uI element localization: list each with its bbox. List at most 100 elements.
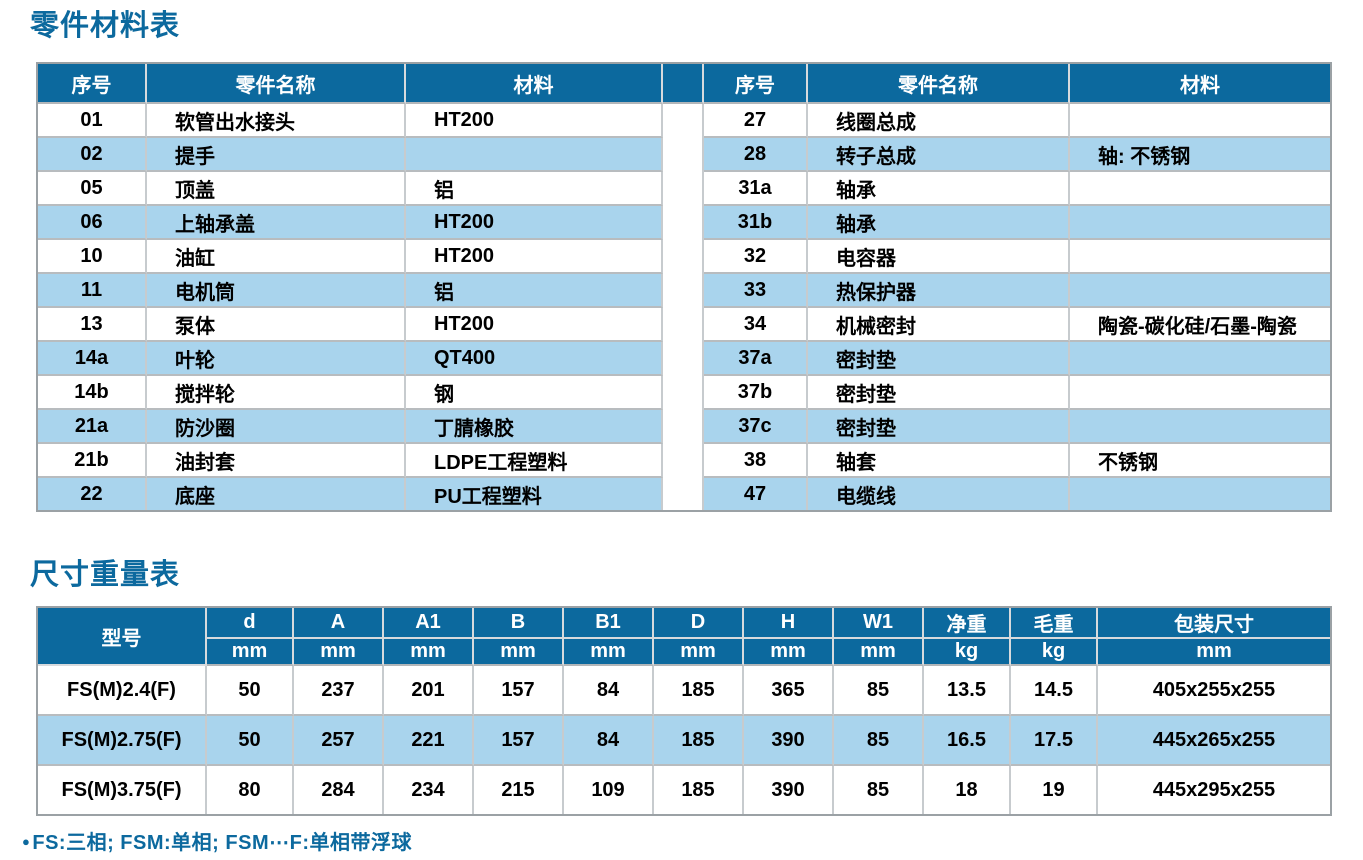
part-name-header: 零件名称 [808,64,1070,104]
part-no-cell: 27 [704,104,808,138]
unit-header: mm [207,639,294,666]
part-material-cell: 铝 [406,274,663,308]
part-no-cell: 37a [704,342,808,376]
dimension-value-cell: 215 [474,766,564,814]
spacer-column [663,104,704,510]
part-material-cell: 丁腈橡胶 [406,410,663,444]
size-row: FS(M)3.75(F) 80 284 234 215 109 185 390 85 18 19 44… [38,766,1330,814]
spacer-header-cell [663,64,704,104]
parts-row: 13 泵体 HT200 34 机械密封 陶瓷-碳化硅/石墨-陶瓷 [38,308,1330,342]
unit-header: mm [294,639,384,666]
model-cell: FS(M)2.75(F) [38,716,207,766]
part-material-cell [1070,206,1330,240]
parts-materials-table: 序号 零件名称 材料 序号 零件名称 材料 01 软管出水接头 HT200 27 线圈总成 02 提手… [36,62,1332,512]
dimension-value-cell: 445x265x255 [1098,716,1330,766]
model-cell: FS(M)3.75(F) [38,766,207,814]
part-no-cell: 05 [38,172,147,206]
dimension-value-cell: 19 [1011,766,1098,814]
parts-row: 06 上轴承盖 HT200 31b 轴承 [38,206,1330,240]
part-name-cell: 线圈总成 [808,104,1070,138]
dimension-value-cell: 50 [207,666,294,716]
part-name-cell: 轴承 [808,206,1070,240]
part-no-cell: 31a [704,172,808,206]
part-name-cell: 机械密封 [808,308,1070,342]
part-name-cell: 轴承 [808,172,1070,206]
part-material-cell [1070,104,1330,138]
size-table-label-row: 型号 d A A1 B B1 D H W1 净重 毛重 包装尺寸 [38,608,1330,666]
unit-header: kg [924,639,1011,666]
dimension-header: A1 [384,608,474,639]
part-material-cell: 轴: 不锈钢 [1070,138,1330,172]
dimension-header: 包装尺寸 [1098,608,1330,639]
part-material-cell: 不锈钢 [1070,444,1330,478]
dimension-header: H [744,608,834,639]
size-weight-table-title: 尺寸重量表 [30,559,181,591]
part-name-cell: 叶轮 [147,342,406,376]
size-row: FS(M)2.75(F) 50 257 221 157 84 185 390 85 16.5 17.… [38,716,1330,766]
part-no-cell: 06 [38,206,147,240]
part-name-cell: 搅拌轮 [147,376,406,410]
part-material-cell [1070,172,1330,206]
parts-table-title: 零件材料表 [30,10,181,42]
unit-header: mm [1098,639,1330,666]
dimension-header: B1 [564,608,654,639]
dimension-value-cell: 80 [207,766,294,814]
dimension-value-cell: 185 [654,766,744,814]
dimension-value-cell: 185 [654,666,744,716]
dimension-value-cell: 85 [834,666,924,716]
part-name-cell: 电容器 [808,240,1070,274]
dimension-value-cell: 13.5 [924,666,1011,716]
dimension-value-cell: 157 [474,666,564,716]
part-material-cell [1070,376,1330,410]
dimension-value-cell: 221 [384,716,474,766]
dimension-value-cell: 85 [834,716,924,766]
material-header: 材料 [1070,64,1330,104]
model-legend-footnote: ● FS:三相; FSM:单相; FSM⋯F:单相带浮球 [22,826,412,855]
unit-header: mm [384,639,474,666]
part-name-cell: 泵体 [147,308,406,342]
part-name-cell: 防沙圈 [147,410,406,444]
part-no-cell: 02 [38,138,147,172]
dimension-header: d [207,608,294,639]
dimension-value-cell: 405x255x255 [1098,666,1330,716]
unit-header: mm [744,639,834,666]
size-row: FS(M)2.4(F) 50 237 201 157 84 185 365 85 13.5 14.5… [38,666,1330,716]
part-no-cell: 37b [704,376,808,410]
part-no-cell: 14b [38,376,147,410]
part-name-cell: 电机筒 [147,274,406,308]
part-material-cell [1070,342,1330,376]
dimension-header: A [294,608,384,639]
part-material-cell [1070,240,1330,274]
part-name-cell: 密封垫 [808,376,1070,410]
part-material-cell: HT200 [406,104,663,138]
dimension-value-cell: 237 [294,666,384,716]
part-name-header: 零件名称 [147,64,406,104]
dimension-value-cell: 257 [294,716,384,766]
part-no-cell: 11 [38,274,147,308]
no-header: 序号 [38,64,147,104]
dimension-value-cell: 109 [564,766,654,814]
dimension-header: 净重 [924,608,1011,639]
part-material-cell: QT400 [406,342,663,376]
part-material-cell [1070,410,1330,444]
dimension-value-cell: 365 [744,666,834,716]
part-material-cell [1070,478,1330,510]
footnote-text: FS:三相; FSM:单相; FSM⋯F:单相带浮球 [32,832,412,854]
parts-row: 14b 搅拌轮钢 37b 密封垫 [38,376,1330,410]
dimension-value-cell: 84 [564,716,654,766]
part-name-cell: 顶盖 [147,172,406,206]
part-no-cell: 21b [38,444,147,478]
dimension-header: D [654,608,744,639]
part-name-cell: 提手 [147,138,406,172]
dimension-value-cell: 185 [654,716,744,766]
dimension-value-cell: 16.5 [924,716,1011,766]
part-no-cell: 10 [38,240,147,274]
dimension-value-cell: 390 [744,716,834,766]
unit-header: mm [564,639,654,666]
part-name-cell: 转子总成 [808,138,1070,172]
bullet-icon: ● [22,834,31,849]
part-no-cell: 13 [38,308,147,342]
part-name-cell: 轴套 [808,444,1070,478]
part-material-cell: PU工程塑料 [406,478,663,510]
dimension-value-cell: 85 [834,766,924,814]
